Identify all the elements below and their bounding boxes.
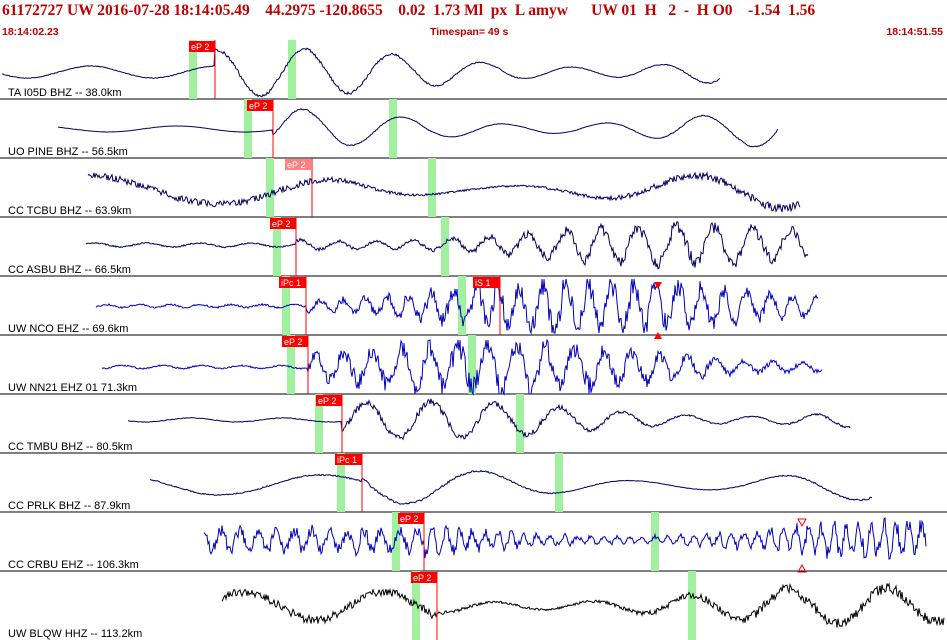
trace-row[interactable]: eP 2 UW NN21 EHZ 01 71.3km xyxy=(0,335,947,396)
coda-window-end-marker[interactable] xyxy=(468,335,476,394)
station-label: UW BLQW HHZ -- 113.2km xyxy=(8,628,142,640)
pick-label: eP 2 xyxy=(287,160,305,170)
amplitude-marker-top-icon[interactable] xyxy=(654,282,662,289)
coda-window-end-marker[interactable] xyxy=(516,394,524,453)
coda-window-start-marker[interactable] xyxy=(337,453,345,512)
trace-row[interactable]: iPc 1 iS 1 UW NCO EHZ -- 69.6km xyxy=(0,276,947,339)
pick-label: iPc 1 xyxy=(281,278,301,288)
coda-window-end-marker[interactable] xyxy=(441,217,449,276)
amplitude-marker-bottom-icon[interactable] xyxy=(797,563,807,573)
pick-label-box[interactable] xyxy=(335,454,362,465)
pick-label-box[interactable] xyxy=(282,336,308,347)
window-start-time: 18:14:02.23 xyxy=(2,26,59,38)
station-label: CC CRBU EHZ -- 106.3km xyxy=(8,559,139,571)
pick-label: eP 2 xyxy=(272,219,290,229)
pick-label: eP 2 xyxy=(400,514,418,524)
trace-row[interactable]: eP 2 CC TCBU BHZ -- 63.9km xyxy=(0,158,947,218)
coda-window-start-marker[interactable] xyxy=(392,512,400,571)
pick-label-box[interactable] xyxy=(270,218,296,229)
trace-row[interactable]: iPc 1 CC PRLK BHZ -- 87.9km xyxy=(0,453,947,513)
waveform-trace xyxy=(57,108,779,148)
waveform-trace xyxy=(149,469,873,505)
waveform-trace xyxy=(87,171,801,213)
station-label: CC ASBU BHZ -- 66.5km xyxy=(8,264,131,276)
pick-label: eP 2 xyxy=(318,396,336,406)
coda-window-end-marker[interactable] xyxy=(555,453,563,512)
station-label: TA I05D BHZ -- 38.0km xyxy=(8,87,122,99)
waveform-panel[interactable]: eP 2 TA I05D BHZ -- 38.0km eP 2 UO PINE … xyxy=(0,40,947,640)
trace-row[interactable]: eP 2 CC ASBU BHZ -- 66.5km xyxy=(0,217,947,277)
coda-window-start-marker[interactable] xyxy=(287,335,295,394)
station-label: UW NCO EHZ -- 69.6km xyxy=(8,323,128,335)
coda-window-end-marker[interactable] xyxy=(389,99,397,158)
coda-window-start-marker[interactable] xyxy=(315,394,323,453)
pick-label: eP 2 xyxy=(191,42,209,52)
trace-row[interactable]: eP 2 UW BLQW HHZ -- 113.2km xyxy=(8,571,945,640)
pick-label-box[interactable] xyxy=(279,277,306,288)
timespan-label: Timespan= 49 s xyxy=(430,26,509,38)
pick-label-box[interactable] xyxy=(247,100,273,111)
coda-window-end-marker[interactable] xyxy=(651,512,659,571)
coda-window-end-marker[interactable] xyxy=(288,40,296,99)
station-label: CC TMBU BHZ -- 80.5km xyxy=(8,441,132,453)
waveform-trace xyxy=(1,47,721,98)
pick-label: iPc 1 xyxy=(337,455,357,465)
trace-row[interactable]: eP 2 UO PINE BHZ -- 56.5km xyxy=(0,99,947,159)
station-label: CC TCBU BHZ -- 63.9km xyxy=(8,205,131,217)
pick-label-box[interactable] xyxy=(189,41,215,52)
coda-window-start-marker[interactable] xyxy=(266,158,274,217)
window-end-time: 18:14:51.55 xyxy=(886,26,943,38)
coda-window-start-marker[interactable] xyxy=(412,571,420,640)
waveform-trace xyxy=(203,516,927,560)
station-label: CC PRLK BHZ -- 87.9km xyxy=(8,500,130,512)
coda-window-start-marker[interactable] xyxy=(244,99,252,158)
waveform-trace xyxy=(95,278,819,335)
coda-window-end-marker[interactable] xyxy=(428,158,436,217)
trace-row[interactable]: eP 2 TA I05D BHZ -- 38.0km xyxy=(0,40,947,100)
station-label: UW NN21 EHZ 01 71.3km xyxy=(8,382,137,394)
coda-window-end-marker[interactable] xyxy=(688,571,696,640)
pick-label-box[interactable] xyxy=(398,513,424,524)
trace-row[interactable]: eP 2 CC TMBU BHZ -- 80.5km xyxy=(0,394,947,454)
coda-window-end-marker[interactable] xyxy=(458,276,466,335)
coda-window-start-marker[interactable] xyxy=(273,217,281,276)
event-summary-line: 61172727 UW 2016-07-28 18:14:05.49 44.29… xyxy=(2,2,816,19)
station-label: UO PINE BHZ -- 56.5km xyxy=(8,146,128,158)
pick-label-box[interactable] xyxy=(411,572,437,583)
pick-label: eP 2 xyxy=(249,101,267,111)
pick-label-box[interactable] xyxy=(316,395,342,406)
waveform-trace xyxy=(101,338,823,396)
s-pick-label: iS 1 xyxy=(475,278,491,288)
waveform-trace xyxy=(221,582,945,628)
waveform-trace xyxy=(127,398,851,441)
pick-label: eP 2 xyxy=(284,337,302,347)
amplitude-marker-bottom-icon[interactable] xyxy=(654,332,662,339)
event-header: 61172727 UW 2016-07-28 18:14:05.49 44.29… xyxy=(0,0,947,40)
s-pick-label-box[interactable] xyxy=(473,277,500,288)
pick-label: eP 2 xyxy=(413,573,431,583)
trace-row[interactable]: eP 2 CC CRBU EHZ -- 106.3km xyxy=(0,512,947,573)
pick-label-box[interactable] xyxy=(285,159,312,170)
waveform-trace xyxy=(85,221,809,270)
amplitude-marker-top-icon[interactable] xyxy=(797,518,807,528)
